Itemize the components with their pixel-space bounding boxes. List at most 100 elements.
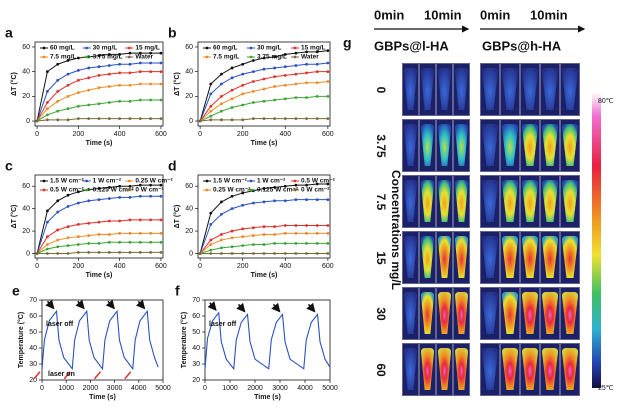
data-point: [294, 198, 298, 202]
data-point: [251, 226, 255, 230]
legend-label: 60 mg/L: [213, 45, 238, 52]
y-axis-title: Temperature (°C): [17, 312, 25, 368]
thermal-tube: [421, 348, 434, 390]
data-point: [273, 55, 277, 59]
x-tick-label: 3000: [272, 385, 288, 392]
image-cell-border: [560, 343, 580, 396]
thermal-tube: [522, 68, 538, 110]
data-point: [273, 242, 277, 245]
legend-marker: [85, 188, 89, 192]
data-point: [107, 197, 111, 200]
thermal-tube: [455, 124, 468, 166]
arrow: [207, 301, 217, 311]
data-point: [107, 85, 111, 88]
thermal-tube: [522, 180, 538, 222]
data-point: [241, 83, 245, 87]
data-point: [220, 94, 223, 98]
x-tick-label: 200: [73, 263, 85, 270]
thermal-tube: [482, 68, 498, 110]
data-point: [138, 51, 142, 55]
image-cell-border: [520, 343, 540, 396]
x-tick-label: 400: [114, 263, 126, 270]
arrow: [63, 371, 71, 380]
y-tick-label: 40: [192, 345, 200, 352]
thermal-tube: [542, 124, 558, 166]
data-point: [273, 199, 277, 203]
data-point: [97, 220, 101, 224]
y-tick-label: 20: [22, 93, 30, 100]
data-point: [326, 224, 330, 227]
x-axis-title: Time (s): [86, 272, 113, 279]
x-tick-label: 3000: [107, 385, 123, 392]
data-point: [138, 194, 142, 198]
data-point: [138, 61, 142, 65]
data-point: [149, 51, 153, 55]
data-point: [87, 88, 91, 92]
plot-frame: [197, 41, 331, 127]
data-point: [159, 231, 163, 235]
row-label: 15: [374, 251, 388, 265]
x-tick-label: 0: [198, 131, 202, 138]
thermal-tube: [438, 236, 451, 278]
data-point: [128, 51, 132, 55]
data-point: [326, 61, 330, 65]
plot-frame: [34, 174, 164, 259]
data-point: [294, 64, 298, 67]
data-line: [204, 311, 331, 371]
data-point: [241, 103, 245, 107]
y-axis-title: ΔT (°C): [173, 72, 181, 96]
data-point: [159, 82, 163, 86]
data-point: [97, 86, 101, 90]
image-cell-border: [402, 343, 419, 396]
data-point: [220, 252, 223, 255]
thermal-tube: [455, 292, 468, 334]
y-tick-label: 20: [185, 93, 193, 100]
thermal-tube: [542, 236, 558, 278]
legend-marker: [205, 46, 209, 50]
image-cell-border: [480, 343, 500, 396]
data-point: [283, 73, 287, 77]
data-point: [128, 117, 132, 120]
legend-marker: [42, 46, 46, 50]
image-cell-border: [500, 119, 520, 172]
data-point: [294, 72, 298, 76]
data-point: [294, 183, 298, 187]
colorbar-max: 80℃: [598, 98, 614, 105]
legend-marker: [249, 179, 253, 183]
y-tick-label: 20: [185, 228, 193, 235]
data-point: [118, 184, 122, 188]
image-cell-border: [436, 175, 453, 228]
y-tick-label: 60: [185, 183, 193, 190]
arrow: [105, 299, 115, 310]
data-point: [107, 52, 111, 56]
data-point: [149, 82, 153, 86]
y-tick-label: 40: [185, 68, 193, 75]
data-point: [230, 97, 234, 101]
image-cell-border: [402, 63, 419, 116]
legend-label: 30 mg/L: [93, 45, 118, 52]
data-point: [128, 196, 132, 199]
image-cell-border: [540, 119, 560, 172]
thermal-tube: [421, 292, 434, 334]
arrow: [306, 302, 316, 313]
x-tick-label: 200: [237, 263, 249, 270]
image-cell-border: [540, 287, 560, 340]
data-point: [305, 96, 308, 99]
y-tick-label: 60: [22, 183, 30, 190]
x-tick-label: 600: [322, 263, 334, 270]
thermal-tube: [542, 180, 558, 222]
data-point: [315, 81, 319, 85]
data-point: [138, 250, 142, 254]
y-tick-label: 20: [29, 377, 37, 384]
data-point: [283, 252, 287, 255]
data-point: [326, 198, 330, 202]
data-point: [66, 59, 70, 62]
data-point: [262, 200, 266, 204]
data-point: [118, 71, 122, 75]
data-point: [241, 227, 245, 231]
x-axis-title: Time (s): [89, 394, 116, 401]
data-point: [66, 205, 70, 208]
data-point: [97, 117, 101, 120]
data-point: [107, 240, 111, 244]
x-tick-label: 600: [322, 131, 334, 138]
